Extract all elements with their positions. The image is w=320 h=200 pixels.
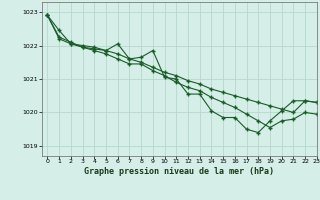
X-axis label: Graphe pression niveau de la mer (hPa): Graphe pression niveau de la mer (hPa) <box>84 167 274 176</box>
